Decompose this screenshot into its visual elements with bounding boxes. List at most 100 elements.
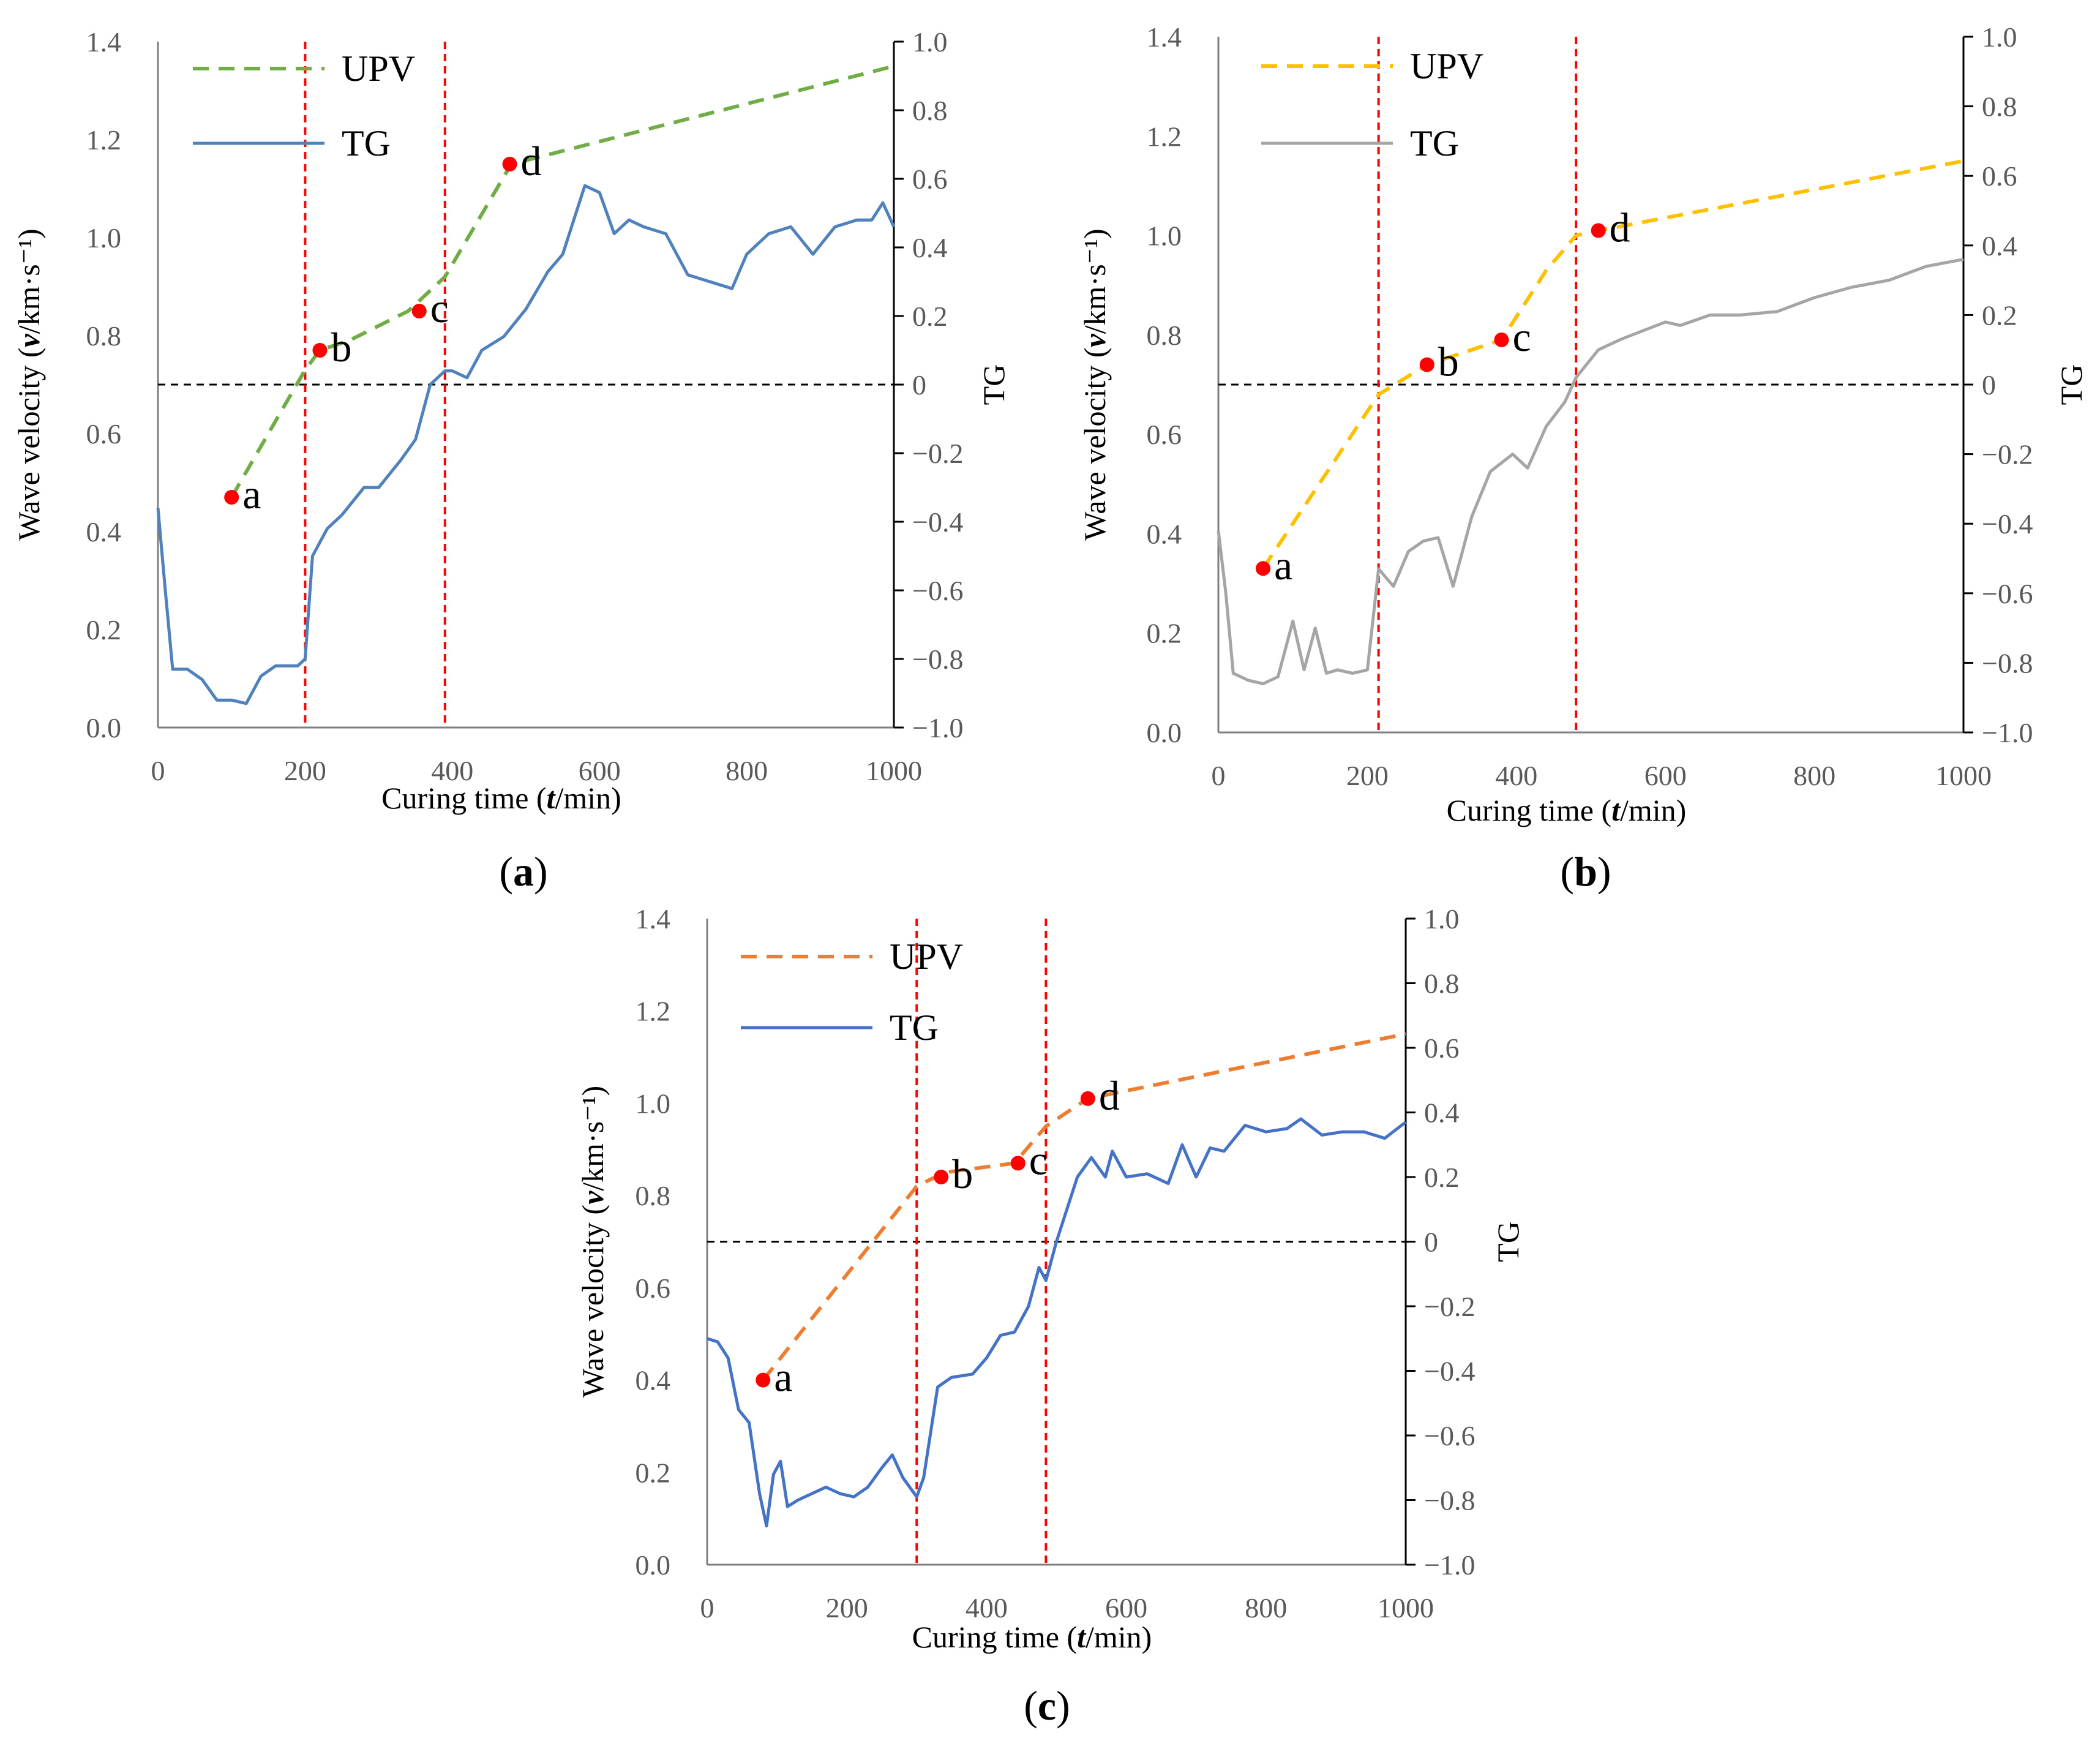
y-tick-label: 0.4 [636,1365,671,1396]
y2-tick-label: −0.2 [1424,1291,1475,1322]
data-point-a [1256,561,1271,576]
chart-panel-b: 0.0 0.2 0.4 0.6 0.8 1.0 1.2 1.4 −1.0 −0.8 −0.6 −0.4… [1078,21,2088,895]
x-tick-label: 600 [1644,760,1687,791]
legend-label-tg: TG [342,123,391,164]
y-tick-label: 1.0 [636,1088,671,1119]
y2-tick-label: 0 [912,369,926,401]
x-tick-label: 400 [966,1592,1008,1623]
y-axis-title: Wave velocity (v/km·s⁻¹) [12,228,46,540]
x-axis-title: Curing time (t/min) [381,781,621,815]
y2-tick-label: −0.6 [1982,578,2033,609]
y-tick-label: 1.4 [86,26,122,58]
x-tick-label: 0 [1212,760,1226,791]
y-tick-label: 0.2 [86,614,122,645]
x-tick-label: 800 [1245,1592,1287,1623]
y2-tick-label: 0.4 [912,232,948,263]
y-tick-label: 0.0 [86,712,122,743]
legend-label-tg: TG [1410,123,1459,164]
y-tick-label: 1.4 [1147,21,1182,53]
y-tick-label: 0.0 [636,1549,671,1581]
x-tick-label: 0 [151,755,165,786]
panel-caption-b: (b) [1560,848,1611,895]
y2-tick-label: 0.4 [1982,230,2017,261]
point-label-b: b [952,1151,973,1197]
y2-tick-label: 0.6 [1424,1033,1460,1064]
series-line-tg [1217,258,1964,685]
y-tick-label: 0.8 [1147,320,1182,351]
y-tick-label: 1.0 [86,222,122,254]
x-tick-label: 0 [700,1592,714,1623]
y2-tick-label: 0 [1424,1227,1438,1258]
y2-axis-title: TG [1491,1221,1525,1262]
data-point-d [502,157,517,171]
y2-tick-label: −1.0 [1982,717,2033,748]
y2-tick-label: 0.8 [1982,91,2017,122]
series-line-tg [156,184,896,705]
y-tick-label: 0.6 [1147,419,1182,450]
x-tick-label: 1000 [866,755,922,786]
y2-tick-label: 0 [1982,369,1996,401]
y2-tick-label: −0.6 [1424,1420,1475,1451]
y2-tick-label: −1.0 [912,712,963,743]
data-point-b [312,343,328,358]
y2-tick-label: 1.0 [1424,903,1460,935]
point-label-d: d [521,138,542,184]
y2-tick-label: 0.4 [1424,1097,1460,1129]
legend-label-upv: UPV [1410,46,1483,86]
y2-tick-label: 0.2 [1982,299,2017,331]
y-tick-label: 0.4 [1147,518,1182,549]
point-label-d: d [1610,204,1630,250]
data-point-b [1419,357,1434,372]
y2-tick-label: 0.6 [1982,160,2017,192]
point-label-a: a [774,1354,792,1401]
x-tick-label: 200 [284,755,326,786]
y-tick-label: 0.2 [636,1457,671,1488]
chart-panel-a: 0.0 0.2 0.4 0.6 0.8 1.0 1.2 1.4 −1.0 −0.8 −0.6 −0.4… [12,26,1011,895]
x-tick-label: 400 [431,755,473,786]
y-tick-label: 0.6 [636,1273,671,1304]
series-line-upv [761,1032,1406,1382]
x-tick-label: 400 [1495,760,1537,791]
legend-label-upv: UPV [342,48,415,89]
x-tick-label: 800 [726,755,768,786]
y2-tick-label: −0.8 [1982,647,2033,679]
point-label-b: b [331,324,351,371]
data-point-b [934,1170,949,1184]
series-line-tg [707,1117,1407,1528]
y2-tick-label: 1.0 [912,26,948,58]
y2-tick-label: 1.0 [1982,21,2017,53]
y-axis-title: Wave velocity (v/km·s⁻¹) [1078,228,1112,540]
point-label-d: d [1099,1072,1120,1119]
y2-tick-label: −0.8 [1424,1485,1475,1516]
x-tick-label: 200 [826,1592,868,1623]
x-tick-label: 200 [1346,760,1389,791]
y2-tick-label: −0.4 [1982,508,2033,540]
point-label-c: c [430,285,449,331]
y2-tick-label: 0.2 [1424,1162,1460,1193]
y-tick-label: 0.8 [86,320,122,352]
y-axis-title: Wave velocity (v/km·s⁻¹) [576,1086,610,1398]
x-tick-label: 800 [1793,760,1836,791]
series-line-upv [230,64,894,498]
y2-axis-title: TG [2054,364,2088,405]
y-tick-label: 1.2 [1147,121,1182,152]
x-tick-label: 600 [579,755,621,786]
y2-tick-label: 0.8 [1424,968,1460,999]
point-label-c: c [1029,1137,1048,1183]
y2-tick-label: −0.8 [912,644,963,675]
panel-caption-a: (a) [499,848,547,895]
legend-label-tg: TG [890,1007,939,1048]
y2-tick-label: 0.6 [912,164,948,195]
legend-label-upv: UPV [890,936,963,977]
y2-tick-label: −1.0 [1424,1549,1475,1581]
y2-tick-label: 0.2 [912,301,948,332]
data-point-d [1591,223,1606,238]
y2-axis-title: TG [977,364,1011,405]
y-tick-label: 1.4 [636,903,671,935]
data-point-c [1010,1156,1026,1171]
data-point-d [1080,1091,1095,1106]
y-tick-label: 1.2 [86,124,122,156]
y2-tick-label: 0.8 [912,95,948,126]
y-tick-label: 0.8 [636,1180,671,1211]
